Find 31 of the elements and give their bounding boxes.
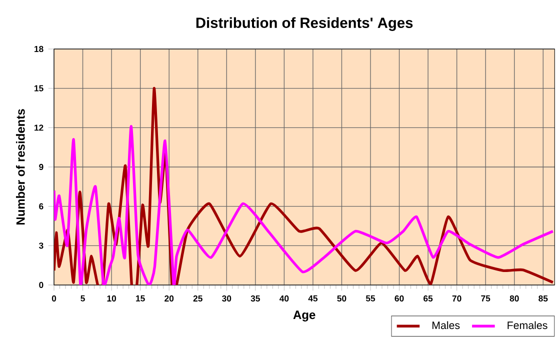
line-series — [54, 125, 554, 285]
chart-title: Distribution of Residents' Ages — [196, 17, 413, 31]
legend-label: Females — [508, 321, 548, 330]
x-tick-label: 55 — [366, 295, 376, 302]
y-tick-label: 18 — [34, 46, 44, 52]
x-tick-label: 75 — [481, 295, 490, 302]
x-tick-label: 70 — [452, 295, 462, 302]
x-tick-label: 50 — [337, 295, 346, 302]
x-tick-label: 0 — [52, 295, 56, 302]
x-tick-label: 25 — [193, 295, 202, 302]
legend-label: Males — [432, 321, 460, 330]
y-tick-label: 3 — [39, 242, 44, 249]
x-tick-label: 20 — [164, 295, 174, 302]
x-tick-label: 10 — [107, 295, 116, 302]
x-tick-label: 30 — [222, 295, 232, 302]
y-tick-label: 15 — [34, 85, 44, 92]
x-tick-label: 85 — [538, 295, 548, 302]
x-tick-label: 35 — [250, 295, 260, 302]
x-axis-title: Age — [293, 310, 316, 322]
x-tick-label: 40 — [279, 295, 289, 302]
x-tick-label: 80 — [510, 295, 519, 302]
y-tick-label: 12 — [34, 124, 44, 131]
y-tick-label: 9 — [39, 164, 44, 170]
y-tick-label: 6 — [39, 203, 44, 210]
y-tick-label: 0 — [39, 282, 44, 288]
x-tick-label: 45 — [308, 295, 318, 302]
x-tick-label: 65 — [424, 295, 433, 302]
x-tick-label: 5 — [80, 295, 85, 302]
y-axis-title: Number of residents — [16, 109, 25, 225]
x-tick-label: 15 — [136, 295, 145, 302]
x-tick-label: 60 — [394, 295, 404, 302]
